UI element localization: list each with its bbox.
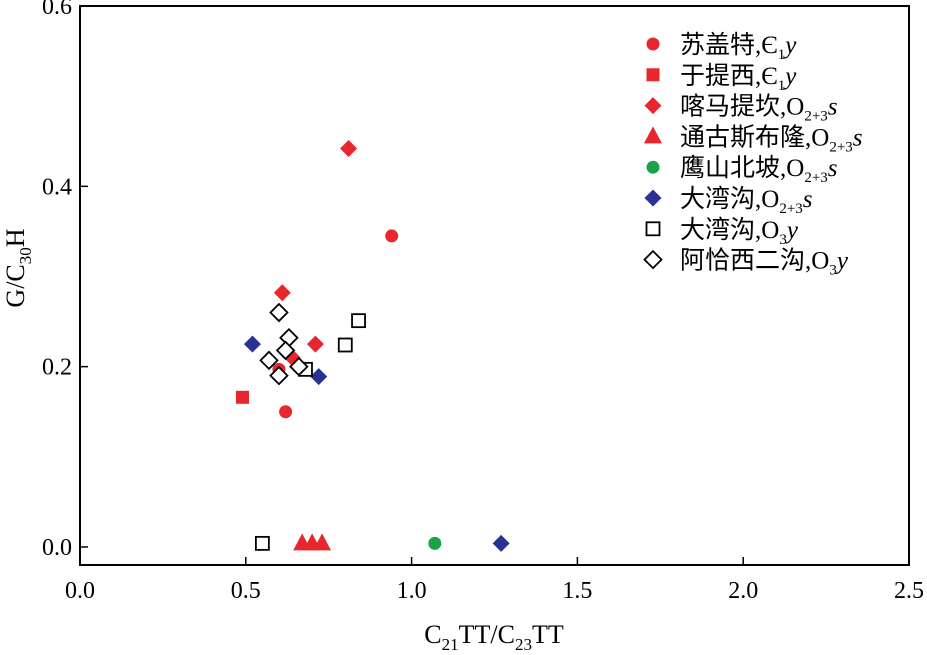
data-point	[275, 340, 296, 361]
legend-label: 阿恰西二沟,O3y	[680, 247, 849, 279]
y-axis-title: G/C30H	[1, 228, 35, 307]
legend-label: 苏盖特,Є1y	[680, 31, 797, 63]
data-point	[243, 335, 261, 353]
legend-marker	[644, 97, 662, 115]
x-tick-label: 2.5	[894, 578, 924, 604]
x-tick-label: 0.0	[65, 578, 95, 604]
data-point	[310, 368, 328, 386]
data-point	[269, 365, 289, 386]
data-point	[289, 356, 309, 377]
data-point	[385, 229, 399, 243]
data-point	[306, 335, 324, 353]
legend-marker	[644, 189, 662, 207]
x-tick-label: 0.5	[231, 578, 261, 604]
x-axis-title: C21TT/C23TT	[424, 620, 564, 654]
y-tick-label: 0.0	[42, 535, 72, 561]
legend-marker	[646, 160, 660, 174]
x-tick-label: 1.5	[562, 578, 592, 604]
data-point	[235, 390, 249, 404]
legend-label: 大湾沟,O2+3s	[680, 185, 813, 217]
legend-marker	[643, 249, 663, 270]
legend-marker	[645, 221, 661, 237]
legend-label: 喀马提坎,O2+3s	[680, 93, 838, 125]
legend: 苏盖特,Є1y于提西,Є1y喀马提坎,O2+3s通古斯布隆,O2+3s鹰山北坡,…	[643, 31, 863, 279]
plot-frame	[79, 5, 910, 566]
legend-marker	[646, 68, 660, 82]
x-tick-label: 2.0	[728, 578, 758, 604]
legend-label: 于提西,Є1y	[680, 62, 797, 94]
data-points	[235, 139, 510, 552]
data-point	[313, 533, 332, 551]
legend-marker	[644, 126, 662, 144]
data-point	[428, 536, 442, 550]
data-point	[279, 405, 293, 419]
legend-label: 通古斯布隆,O2+3s	[680, 123, 863, 155]
data-point	[351, 313, 366, 329]
data-point	[269, 302, 289, 323]
data-point	[273, 284, 291, 302]
data-point	[337, 337, 353, 353]
y-tick-label: 0.6	[42, 0, 72, 20]
data-point	[254, 535, 270, 551]
legend-label: 大湾沟,O3y	[680, 216, 799, 248]
y-tick-label: 0.4	[42, 174, 72, 200]
x-tick-label: 1.0	[397, 578, 427, 604]
data-point	[340, 139, 358, 157]
data-point	[259, 350, 279, 371]
y-tick-label: 0.2	[42, 355, 72, 381]
legend-label: 鹰山北坡,O2+3s	[680, 154, 838, 186]
axis-ticks: 0.0 0.5 1.0 1.5 2.0 2.5 0.0 0.2 0.4 0.6	[42, 0, 924, 604]
legend-marker	[646, 37, 660, 51]
data-point	[492, 534, 510, 552]
